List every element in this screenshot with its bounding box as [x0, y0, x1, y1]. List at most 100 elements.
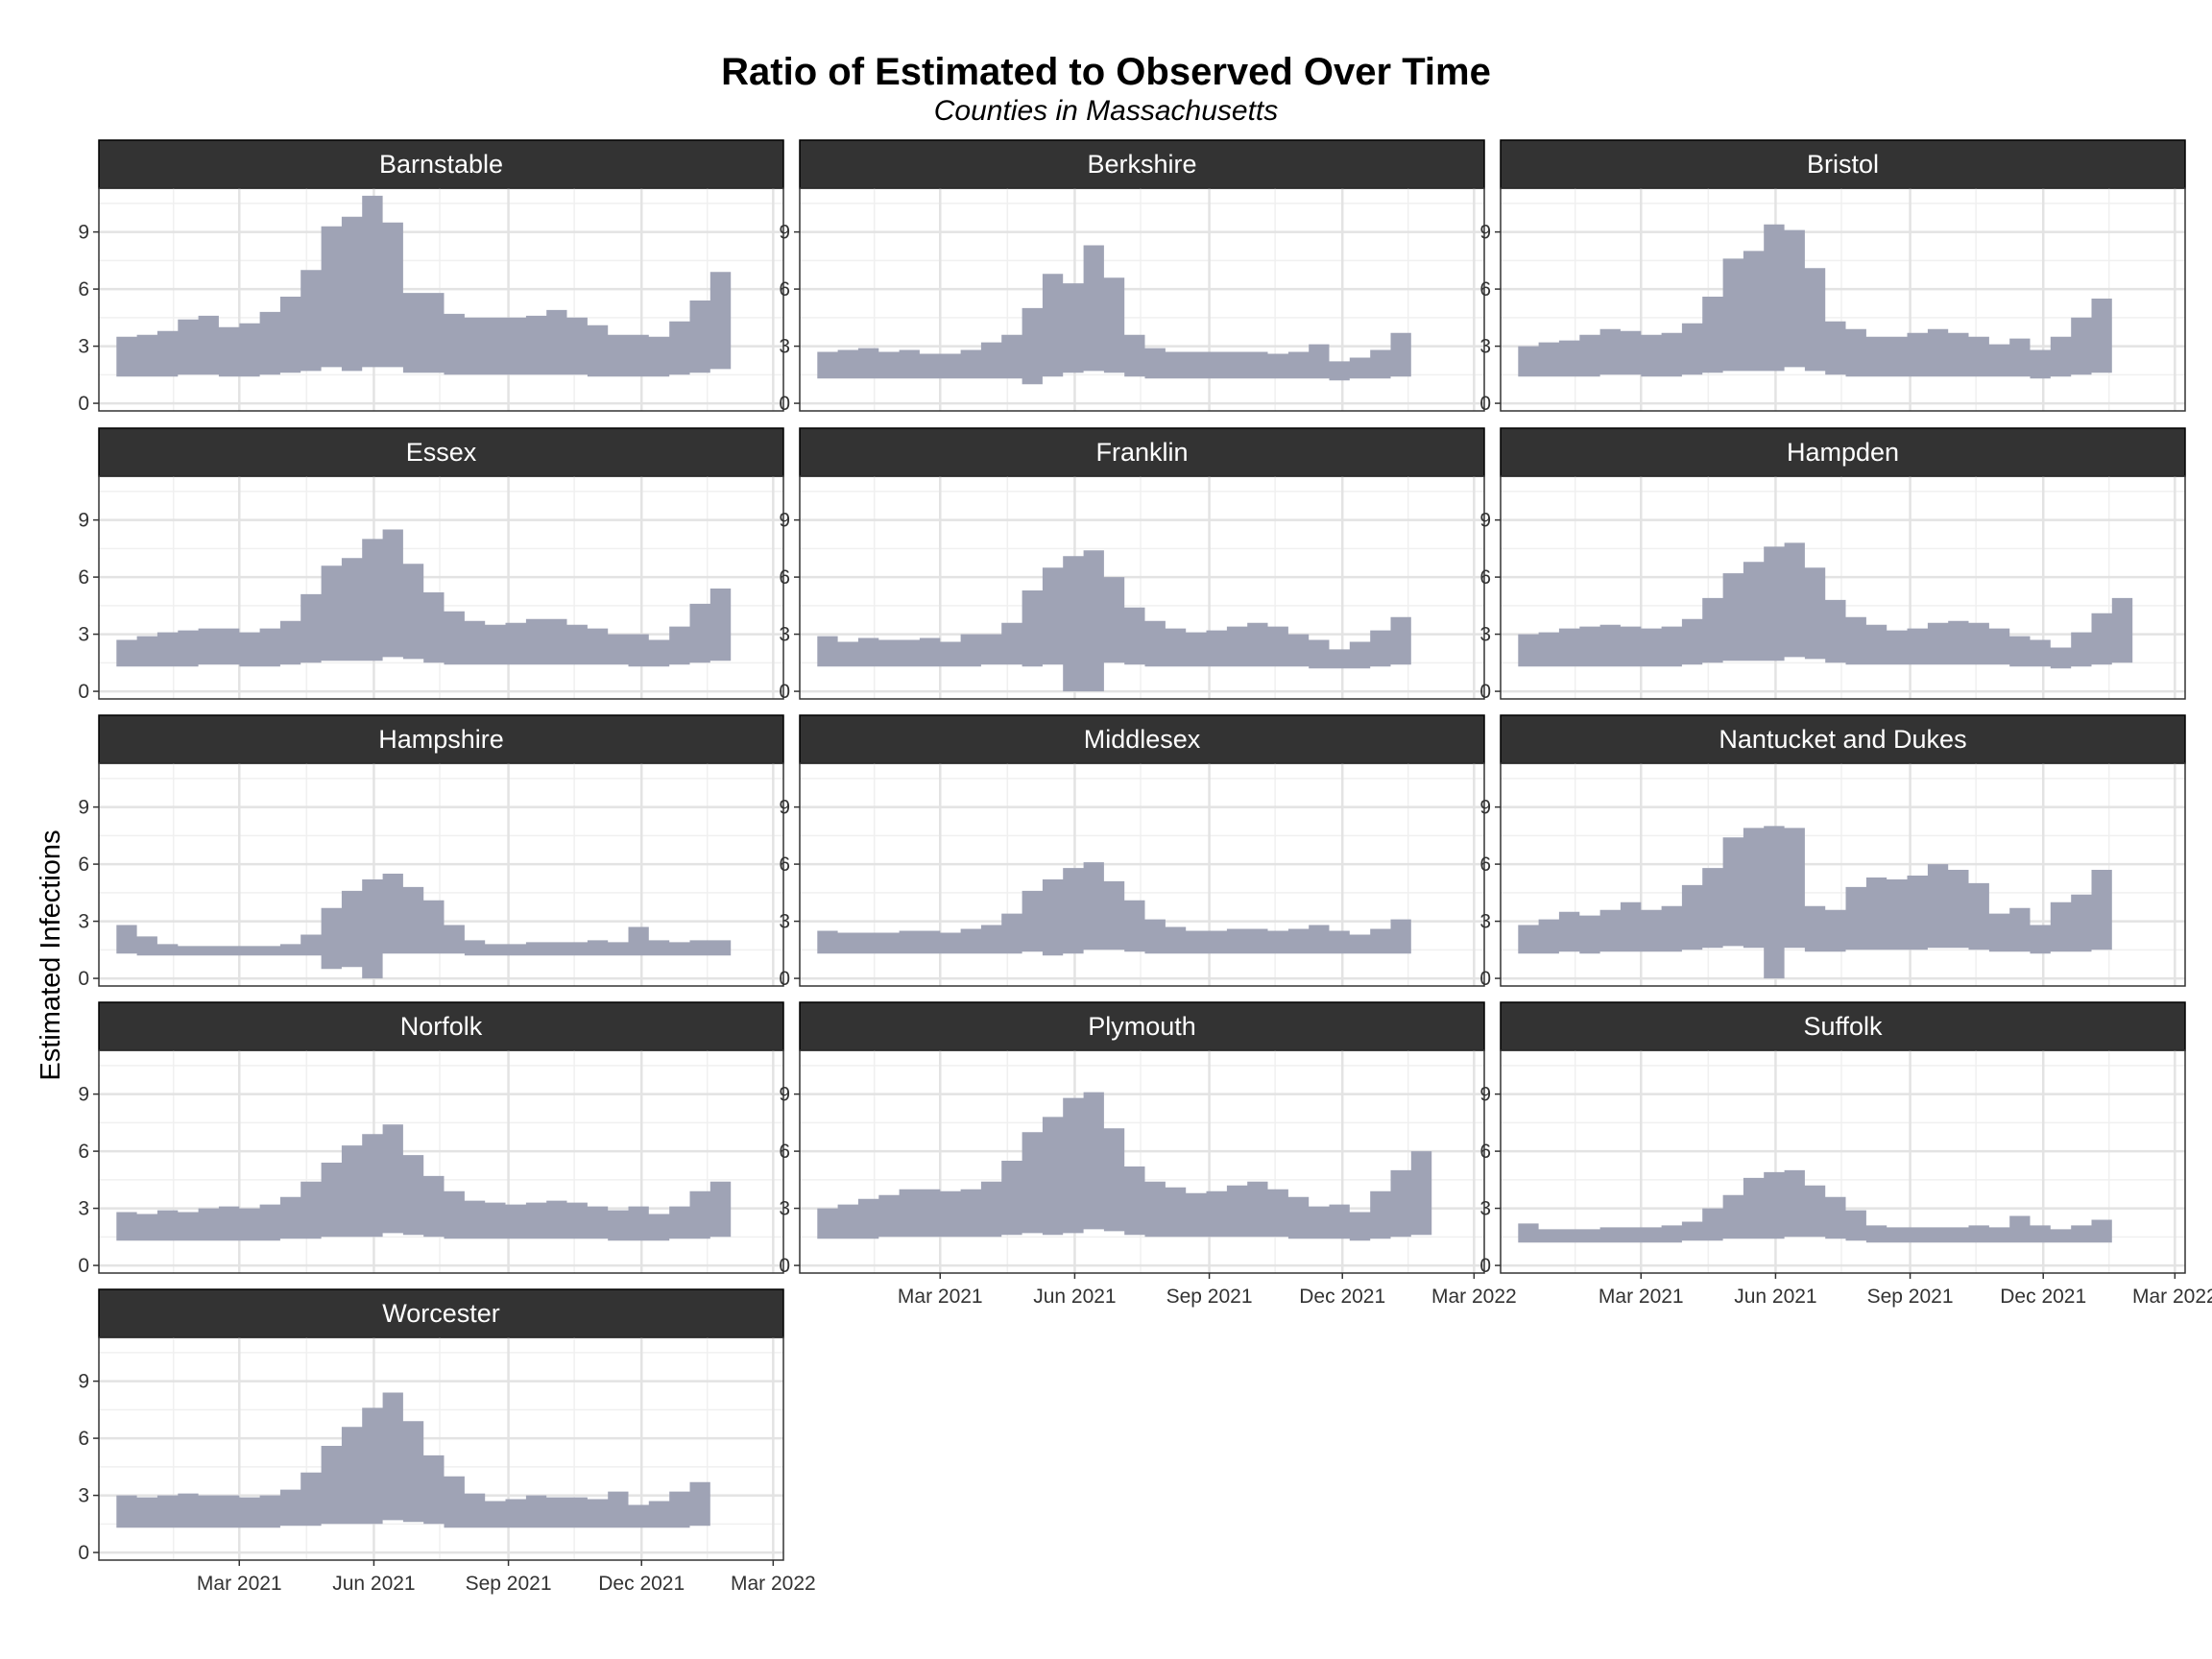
y-tick-label: 3 [779, 1198, 790, 1220]
facet-panel: Plymouth 0 3 6 9 Mar 2021 Jun 2021 Sep 2021 Dec … [779, 1001, 1517, 1308]
panel-border [98, 1336, 784, 1561]
y-tick-label: 9 [78, 222, 89, 244]
chart-title: Ratio of Estimated to Observed Over Time [721, 51, 1491, 93]
facet-panel: Middlesex 0 3 6 9 [779, 714, 1485, 990]
y-tick-label: 9 [1479, 1084, 1491, 1106]
y-tick-label: 3 [779, 624, 790, 646]
y-tick-label: 0 [779, 393, 790, 415]
ribbon-area [817, 245, 1411, 385]
facet-panel: Nantucket and Dukes 0 3 6 9 [1479, 714, 2186, 990]
y-tick-label: 6 [1479, 566, 1491, 589]
facet-panel: Bristol 0 3 6 9 [1479, 139, 2186, 415]
ribbon-area [817, 862, 1411, 956]
y-tick-label: 6 [1479, 854, 1491, 876]
panel-border [98, 762, 784, 987]
y-tick-label: 9 [1479, 510, 1491, 532]
x-tick-label: Mar 2021 [1599, 1286, 1684, 1308]
ribbon-area [116, 874, 732, 979]
x-tick-label: Sep 2021 [1867, 1286, 1954, 1308]
y-tick-label: 0 [1479, 681, 1491, 703]
panel-border [98, 475, 784, 700]
ribbon-area [817, 1092, 1432, 1241]
facet-strip [98, 1001, 784, 1051]
x-tick-label: Mar 2022 [2132, 1286, 2212, 1308]
y-tick-label: 9 [779, 510, 790, 532]
y-tick-label: 0 [1479, 1255, 1491, 1277]
facet-strip-label: Essex [406, 438, 477, 467]
y-tick-label: 0 [1479, 393, 1491, 415]
y-tick-label: 6 [1479, 1141, 1491, 1163]
facet-strip [98, 139, 784, 189]
y-tick-label: 9 [779, 222, 790, 244]
y-tick-label: 6 [78, 278, 89, 301]
x-tick-label: Dec 2021 [2000, 1286, 2086, 1308]
y-tick-label: 9 [78, 1084, 89, 1106]
ribbon-area [116, 529, 732, 667]
y-tick-label: 0 [78, 681, 89, 703]
y-tick-label: 0 [779, 681, 790, 703]
facet-strip-label: Berkshire [1087, 150, 1196, 179]
y-tick-label: 0 [1479, 968, 1491, 990]
y-tick-label: 3 [1479, 1198, 1491, 1220]
facet-strip-label: Hampshire [378, 725, 504, 754]
facet-strip-label: Franklin [1095, 438, 1188, 467]
facet-strip [799, 714, 1485, 764]
x-tick-label: Dec 2021 [598, 1573, 685, 1595]
facet-strip [98, 1288, 784, 1338]
panel-border [1500, 187, 2186, 412]
y-axis-label: Estimated Infections [36, 830, 66, 1080]
facet-strip-label: Hampden [1787, 438, 1899, 467]
facet-strip-label: Plymouth [1088, 1012, 1196, 1041]
y-tick-label: 9 [779, 1084, 790, 1106]
facet-panel: Essex 0 3 6 9 [78, 427, 784, 703]
facet-panel: Hampshire 0 3 6 9 [78, 714, 784, 990]
y-tick-label: 6 [779, 1141, 790, 1163]
panel-border [1500, 475, 2186, 700]
facet-strip-label: Suffolk [1803, 1012, 1883, 1041]
facet-panels: Barnstable0369Berkshire0369Bristol0369Es… [78, 139, 2212, 1595]
y-tick-label: 0 [78, 393, 89, 415]
x-tick-label: Mar 2021 [197, 1573, 282, 1595]
y-tick-label: 3 [78, 1198, 89, 1220]
x-tick-label: Dec 2021 [1299, 1286, 1385, 1308]
facet-panel: Berkshire 0 3 6 9 [779, 139, 1485, 415]
y-tick-label: 6 [78, 566, 89, 589]
y-tick-label: 3 [78, 336, 89, 358]
facet-strip-label: Nantucket and Dukes [1719, 725, 1966, 754]
facet-strip [1500, 139, 2186, 189]
y-tick-label: 6 [779, 278, 790, 301]
x-tick-label: Jun 2021 [1033, 1286, 1116, 1308]
facet-strip-label: Norfolk [400, 1012, 483, 1041]
panel-border [1500, 762, 2186, 987]
x-tick-label: Mar 2022 [1431, 1286, 1517, 1308]
ribbon-area [1518, 224, 2112, 379]
ribbon-area [1518, 542, 2133, 669]
y-tick-label: 3 [1479, 911, 1491, 933]
ribbon-area [116, 195, 732, 377]
y-tick-label: 6 [78, 854, 89, 876]
x-tick-label: Sep 2021 [1166, 1286, 1253, 1308]
facet-panel: Worcester 0 3 6 9 Mar 2021 Jun 2021 Sep 2021 Dec… [78, 1288, 816, 1595]
y-tick-label: 0 [779, 1255, 790, 1277]
facet-panel: Norfolk 0 3 6 9 [78, 1001, 784, 1277]
y-tick-label: 3 [779, 336, 790, 358]
y-tick-label: 9 [78, 510, 89, 532]
ribbon-area [116, 1392, 710, 1528]
facet-panel: Franklin 0 3 6 9 [779, 427, 1485, 703]
y-tick-label: 3 [78, 624, 89, 646]
panel-border [98, 1049, 784, 1274]
facet-strip [799, 427, 1485, 477]
y-tick-label: 6 [779, 566, 790, 589]
y-tick-label: 6 [78, 1428, 89, 1450]
x-tick-label: Jun 2021 [1734, 1286, 1816, 1308]
y-tick-label: 6 [779, 854, 790, 876]
ribbon-area [116, 1124, 732, 1241]
facet-panel: Barnstable 0 3 6 9 [78, 139, 784, 415]
y-tick-label: 9 [78, 797, 89, 819]
x-tick-label: Jun 2021 [332, 1573, 415, 1595]
y-tick-label: 9 [779, 797, 790, 819]
chart-subtitle: Counties in Massachusetts [934, 95, 1279, 127]
facet-strip [98, 427, 784, 477]
ribbon-area [1518, 1169, 2112, 1243]
